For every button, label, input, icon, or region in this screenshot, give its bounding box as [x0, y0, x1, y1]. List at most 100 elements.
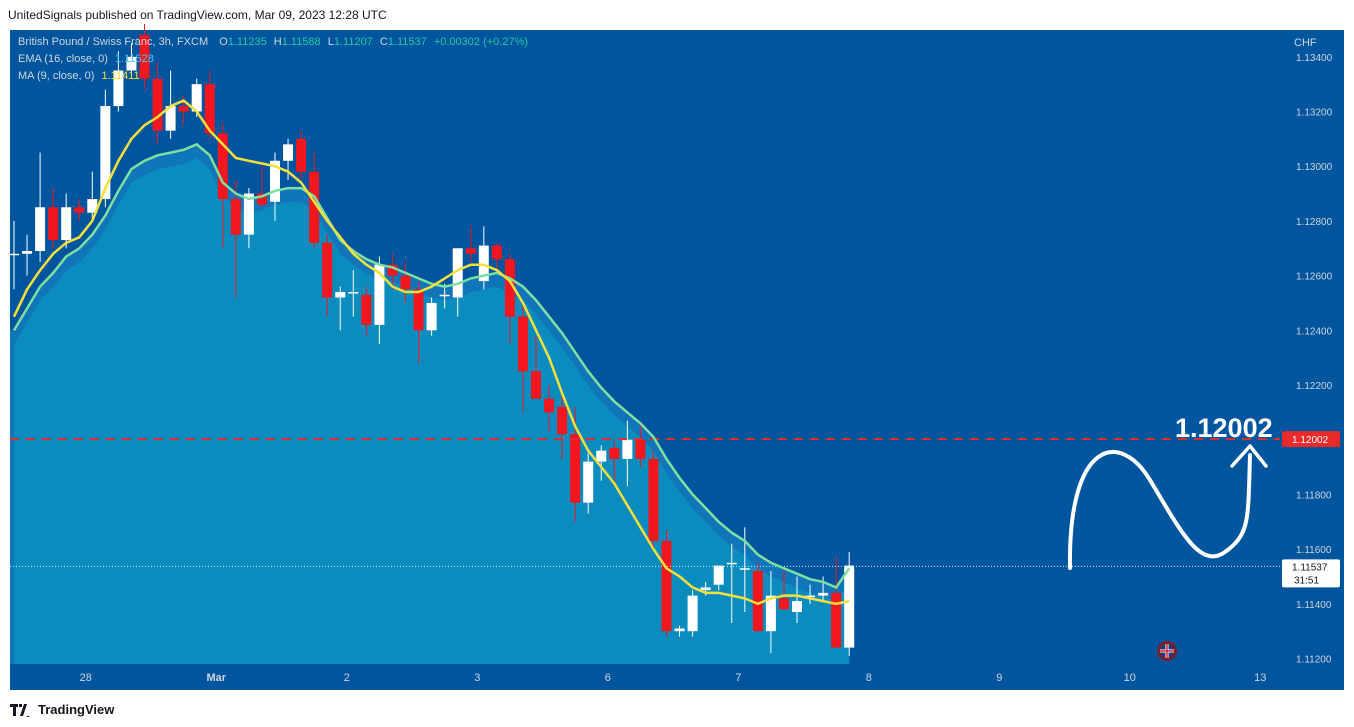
candle-body	[831, 592, 842, 648]
candle	[544, 385, 555, 432]
candle-body	[139, 34, 150, 79]
legend-high-value: 1.11588	[281, 36, 321, 48]
candle-body	[126, 56, 137, 71]
legend-ma-label: MA (9, close, 0)	[18, 70, 95, 82]
time-tick-label: 13	[1254, 672, 1266, 684]
candle	[504, 253, 515, 345]
legend-close-label: C	[379, 36, 388, 48]
tradingview-logo-icon	[10, 703, 30, 717]
candle-body	[100, 106, 111, 200]
time-tick-label: 8	[866, 672, 872, 684]
legend-ma-row[interactable]: MA (9, close, 0) 1.11411	[18, 68, 528, 85]
candle	[256, 166, 267, 208]
candle	[478, 226, 489, 290]
candle-body	[74, 207, 85, 213]
candle-body	[296, 138, 307, 172]
candle	[426, 297, 437, 336]
candle	[139, 24, 150, 90]
candle-body	[387, 264, 398, 276]
candle-body	[792, 601, 802, 613]
candle-body	[570, 434, 581, 503]
candle-body	[648, 458, 659, 541]
candle	[361, 286, 372, 336]
candle	[609, 439, 620, 487]
candle-body	[778, 598, 789, 610]
legend-open-label: O	[219, 36, 228, 48]
candle-body	[243, 193, 254, 235]
candle-body	[48, 207, 59, 241]
candle-body	[622, 439, 633, 459]
candle	[9, 220, 19, 290]
candle-body	[805, 595, 816, 598]
candle-body	[204, 84, 215, 134]
time-tick-label: Mar	[206, 672, 226, 684]
candle-body	[752, 571, 763, 632]
candle	[335, 286, 346, 331]
legend-ema-label: EMA (16, close, 0)	[18, 53, 108, 65]
legend-ma-value: 1.11411	[101, 70, 140, 82]
time-axis[interactable]	[10, 664, 1280, 690]
candle	[230, 179, 241, 298]
candle-body	[165, 106, 176, 131]
candle-body	[596, 450, 607, 462]
candle	[635, 423, 646, 468]
candle	[322, 234, 333, 317]
candle-body	[739, 568, 750, 570]
candle-body	[191, 84, 202, 112]
projection-arrowhead	[1230, 444, 1268, 468]
current-price-value: 1.11537	[1292, 562, 1328, 573]
time-tick-label: 6	[605, 672, 611, 684]
candle-body	[426, 302, 437, 331]
candle-body	[256, 193, 267, 205]
candle	[831, 557, 842, 648]
candle-body	[335, 292, 346, 298]
candle-body	[35, 207, 46, 252]
candle-body	[465, 248, 476, 254]
candles-layer	[9, 24, 855, 656]
candle-body	[439, 294, 450, 297]
candle	[648, 450, 659, 550]
time-tick-label: 28	[80, 672, 92, 684]
price-tick-label: 1.12800	[1296, 217, 1333, 228]
legend-symbol-row: British Pound / Swiss Franc, 3h, FXCM O 1…	[18, 34, 528, 51]
candle	[805, 584, 816, 604]
flag-cross-red	[1160, 644, 1174, 658]
candle	[439, 283, 450, 309]
legend-symbol[interactable]: British Pound / Swiss Franc, 3h, FXCM	[18, 36, 209, 48]
candle-body	[178, 106, 189, 112]
legend-low-label: L	[327, 36, 334, 48]
candle-body	[230, 199, 241, 235]
candle	[74, 199, 85, 221]
candle-body	[217, 133, 228, 200]
candle-body	[726, 562, 737, 565]
candle-body	[400, 275, 411, 290]
target-price-value: 1.12002	[1292, 435, 1329, 446]
candle-body	[452, 248, 463, 298]
legend-change: +0.00302 (+0.27%)	[433, 36, 529, 48]
legend-ema-row[interactable]: EMA (16, close, 0) 1.11528	[18, 51, 528, 68]
candle-body	[283, 144, 294, 161]
price-tick-label: 1.13000	[1296, 162, 1333, 173]
candle-body	[544, 398, 555, 413]
candle	[48, 188, 59, 249]
candle-body	[609, 447, 620, 459]
candle	[517, 302, 528, 413]
candle	[35, 152, 46, 262]
legend-high-label: H	[273, 36, 282, 48]
candle	[374, 256, 385, 345]
price-tick-label: 1.12600	[1296, 272, 1333, 283]
candle-body	[374, 264, 385, 325]
candle-body	[270, 160, 280, 202]
time-tick-label: 7	[735, 672, 741, 684]
candle	[661, 529, 672, 637]
candle-body	[661, 540, 672, 632]
price-tick-label: 1.13400	[1296, 53, 1333, 64]
annotation-layer: 1.12002	[1067, 413, 1273, 661]
candle	[818, 576, 829, 602]
candle	[778, 571, 789, 610]
legend-close-value: 1.11537	[387, 36, 427, 48]
ema-cloud-fill	[14, 158, 850, 665]
tradingview-logo[interactable]: TradingView	[10, 702, 114, 717]
time-tick-label: 3	[474, 672, 480, 684]
